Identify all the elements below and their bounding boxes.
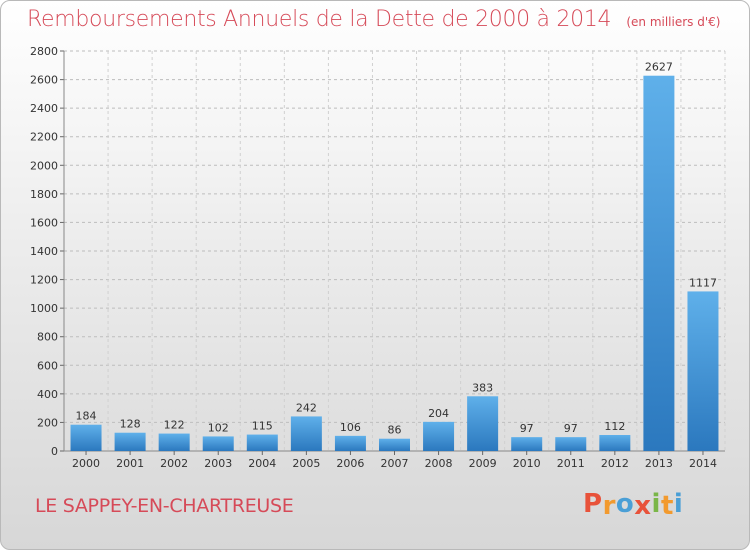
bar-2001 — [114, 432, 146, 451]
x-tick-label: 2000 — [72, 457, 100, 470]
y-tick-label: 2000 — [30, 159, 58, 172]
bar-2008 — [423, 421, 455, 451]
bar-2004 — [246, 434, 278, 451]
bar-value-label: 115 — [252, 420, 273, 433]
y-tick-label: 1800 — [30, 188, 58, 201]
logo-letter: i — [651, 489, 661, 519]
x-tick-label: 2012 — [601, 457, 629, 470]
logo-letter: o — [615, 489, 635, 519]
y-tick-label: 600 — [37, 359, 58, 372]
bar-2012 — [599, 435, 631, 451]
bar-2014 — [687, 291, 719, 451]
bar-value-label: 383 — [472, 381, 493, 394]
bar-chart: 0 200 400 600 800 1000 1200 1400 1600 1800 2000 220… — [30, 45, 726, 470]
bar-2002 — [158, 433, 190, 451]
x-tick-label: 2003 — [204, 457, 232, 470]
bar-2007 — [379, 438, 410, 451]
x-tick-label: 2011 — [557, 457, 585, 470]
bar-2006 — [334, 435, 366, 451]
bar-2003 — [202, 436, 234, 451]
logo-letter: P — [583, 489, 603, 519]
bar-value-label: 97 — [520, 422, 534, 435]
bar-2000 — [70, 424, 102, 451]
bar-value-label: 1117 — [689, 276, 717, 289]
bar-2005 — [290, 416, 322, 451]
logo-letter: r — [602, 491, 616, 521]
logo-letter: i — [673, 489, 684, 519]
y-tick-label: 0 — [51, 445, 58, 458]
bar-value-label: 86 — [388, 424, 402, 437]
y-tick-label: 1200 — [30, 274, 58, 287]
bar-value-label: 128 — [120, 418, 141, 431]
bar-value-label: 106 — [340, 421, 361, 434]
bar-2010 — [511, 437, 543, 451]
x-tick-label: 2006 — [336, 457, 364, 470]
chart-title-text: Remboursements Annuels de la Dette de 20… — [27, 7, 612, 32]
y-tick-label: 200 — [37, 416, 58, 429]
x-tick-label: 2008 — [425, 457, 453, 470]
bar-2013 — [643, 75, 675, 451]
x-tick-label: 2002 — [160, 457, 188, 470]
bar-2011 — [555, 437, 587, 451]
x-tick-label: 2009 — [469, 457, 497, 470]
bar-value-label: 97 — [564, 422, 578, 435]
x-tick-label: 2014 — [689, 457, 717, 470]
y-tick-label: 2200 — [30, 131, 58, 144]
chart-unit-label: (en milliers d'€) — [626, 15, 721, 29]
bar-value-label: 204 — [428, 407, 449, 420]
y-tick-label: 1400 — [30, 245, 58, 258]
y-tick-label: 1000 — [30, 302, 58, 315]
bar-value-label: 184 — [76, 410, 97, 423]
x-tick-label: 2005 — [292, 457, 320, 470]
logo-letter: x — [634, 491, 652, 521]
bar-value-label: 102 — [208, 421, 229, 434]
chart-title: Remboursements Annuels de la Dette de 20… — [27, 7, 720, 32]
bar-value-label: 122 — [164, 419, 185, 432]
x-tick-label: 2001 — [116, 457, 144, 470]
y-tick-label: 2600 — [30, 74, 58, 87]
x-tick-label: 2013 — [645, 457, 673, 470]
y-tick-label: 2400 — [30, 102, 58, 115]
logo-letter: t — [660, 491, 674, 521]
proxiti-logo: Proxiti — [583, 489, 684, 521]
bar-value-label: 2627 — [645, 61, 673, 74]
bar-value-label: 112 — [604, 420, 625, 433]
x-tick-label: 2004 — [248, 457, 276, 470]
x-tick-label: 2007 — [381, 457, 409, 470]
bar-value-label: 242 — [296, 401, 317, 414]
y-tick-label: 2800 — [30, 45, 58, 58]
x-tick-label: 2010 — [513, 457, 541, 470]
bar-2009 — [467, 396, 499, 451]
commune-name: LE SAPPEY-EN-CHARTREUSE — [35, 495, 294, 517]
y-tick-label: 400 — [37, 388, 58, 401]
y-tick-label: 1600 — [30, 216, 58, 229]
y-tick-label: 800 — [37, 331, 58, 344]
